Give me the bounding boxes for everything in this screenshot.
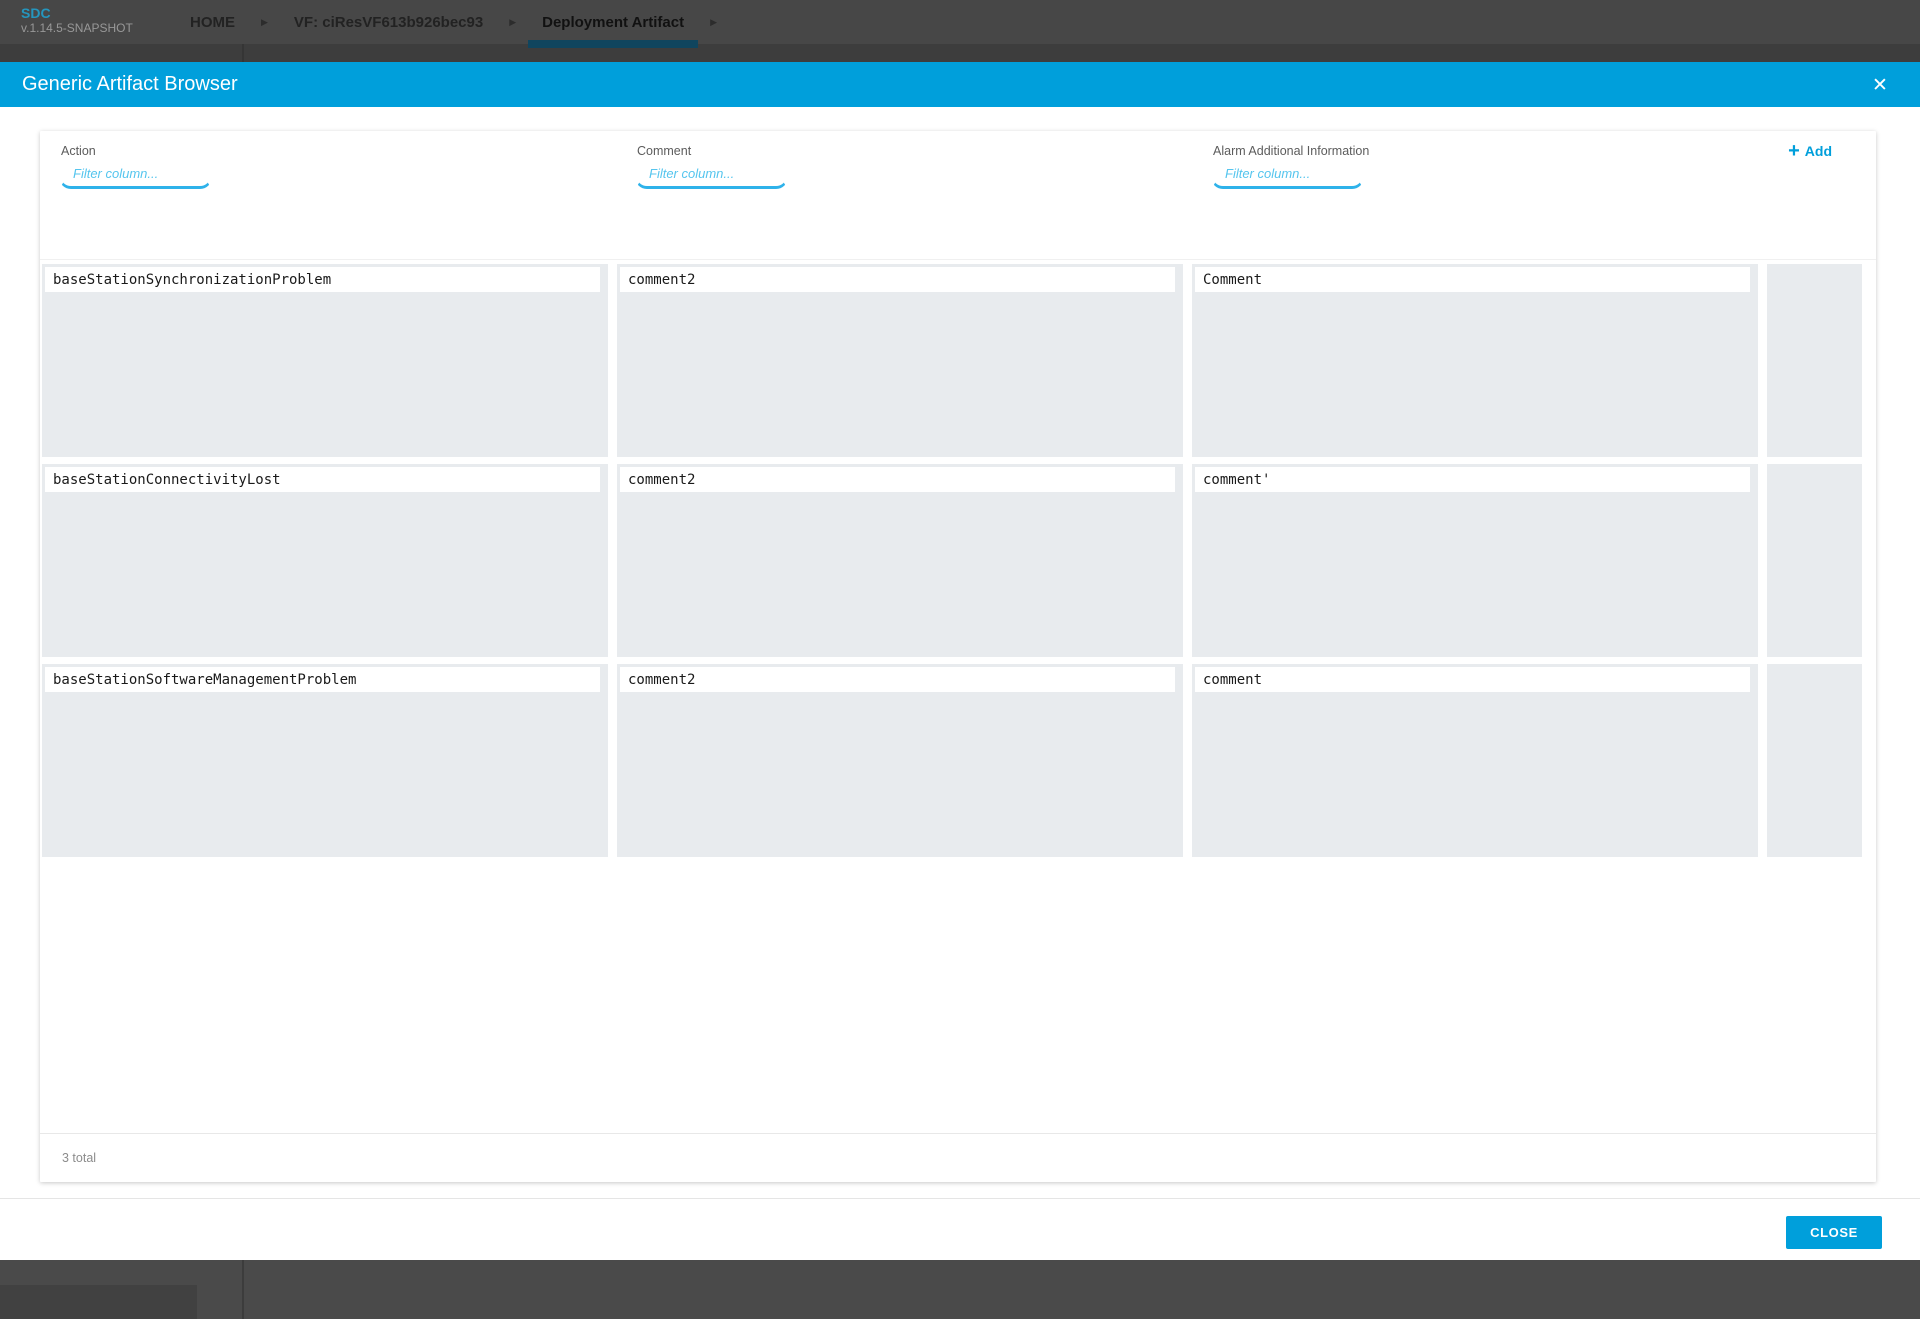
- breadcrumb-tab-vf[interactable]: VF: ciResVF613b926bec93: [293, 13, 484, 31]
- filter-group-alarm-additional-information: Alarm Additional Information: [1211, 144, 1369, 189]
- filter-input-comment[interactable]: [635, 162, 788, 189]
- cell-comment-textarea[interactable]: [617, 264, 1183, 457]
- generic-artifact-browser-modal: Action Comment Alarm Additional Informat…: [0, 107, 1920, 1260]
- modal-title: Generic Artifact Browser: [22, 73, 238, 95]
- cell-alarm-additional-information-input[interactable]: [1195, 267, 1750, 292]
- row-trailing-cell: [1767, 464, 1862, 657]
- breadcrumb-arrow-icon: ▶: [710, 16, 718, 27]
- breadcrumb-tab-home[interactable]: HOME: [190, 13, 235, 31]
- cell-comment-input[interactable]: [620, 667, 1175, 692]
- sdc-version-label: v.1.14.5-SNAPSHOT: [21, 21, 133, 35]
- breadcrumb-arrow-icon: ▶: [509, 16, 517, 27]
- cell-alarm-additional-information-textarea[interactable]: [1192, 664, 1758, 857]
- plus-icon: +: [1788, 140, 1800, 162]
- cell-action-textarea[interactable]: [42, 464, 608, 657]
- table-row: [42, 264, 1862, 457]
- cell-comment-input[interactable]: [620, 467, 1175, 492]
- cell-action-textarea[interactable]: [42, 264, 608, 457]
- close-button[interactable]: CLOSE: [1786, 1216, 1882, 1249]
- add-button-label: Add: [1804, 143, 1832, 159]
- column-label-comment: Comment: [637, 144, 692, 158]
- filter-group-comment: Comment: [635, 144, 788, 189]
- cell-action-input[interactable]: [45, 667, 600, 692]
- cell-alarm-additional-information-input[interactable]: [1195, 467, 1750, 492]
- add-row-button[interactable]: + Add: [1788, 141, 1832, 161]
- filter-group-action: Action: [59, 144, 212, 189]
- cell-comment-input[interactable]: [620, 267, 1175, 292]
- cell-alarm-additional-information-textarea[interactable]: [1192, 264, 1758, 457]
- table-footer: 3 total: [40, 1133, 1876, 1182]
- filter-input-alarm-additional-information[interactable]: [1211, 162, 1364, 189]
- breadcrumb-tab-deployment-artifact[interactable]: Deployment Artifact: [528, 0, 699, 48]
- cell-action-input[interactable]: [45, 467, 600, 492]
- artifact-rows: [40, 259, 1876, 857]
- cell-action-textarea[interactable]: [42, 664, 608, 857]
- sdc-logo: SDC v.1.14.5-SNAPSHOT: [0, 0, 176, 44]
- cell-action-input[interactable]: [45, 267, 600, 292]
- table-toolbar: Action Comment Alarm Additional Informat…: [40, 131, 1876, 259]
- artifact-table-card: Action Comment Alarm Additional Informat…: [40, 131, 1876, 1182]
- sidebar-corner: [0, 1285, 197, 1319]
- row-trailing-cell: [1767, 264, 1862, 457]
- backdrop-divider: [242, 44, 244, 62]
- close-icon[interactable]: ✕: [1860, 62, 1900, 107]
- column-label-alarm-additional-information: Alarm Additional Information: [1213, 144, 1370, 158]
- total-count-label: 3 total: [62, 1151, 97, 1165]
- column-label-action: Action: [61, 144, 96, 158]
- row-trailing-cell: [1767, 664, 1862, 857]
- cell-comment-textarea[interactable]: [617, 664, 1183, 857]
- app-header: SDC v.1.14.5-SNAPSHOT HOME ▶ VF: ciResVF…: [0, 0, 1920, 48]
- cell-alarm-additional-information-textarea[interactable]: [1192, 464, 1758, 657]
- table-row: [42, 664, 1862, 857]
- backdrop-divider: [242, 1260, 244, 1319]
- page-backdrop-top: [0, 44, 1920, 62]
- cell-alarm-additional-information-input[interactable]: [1195, 667, 1750, 692]
- sdc-logo-title: SDC: [21, 5, 51, 21]
- modal-footer: CLOSE: [0, 1198, 1920, 1260]
- modal-header: Generic Artifact Browser ✕: [0, 62, 1920, 107]
- filter-input-action[interactable]: [59, 162, 212, 189]
- breadcrumb-arrow-icon: ▶: [261, 16, 268, 27]
- breadcrumb: HOME ▶ VF: ciResVF613b926bec93 ▶ Deploym…: [176, 0, 729, 48]
- page-backdrop-bottom: [0, 1260, 1920, 1319]
- cell-comment-textarea[interactable]: [617, 464, 1183, 657]
- table-row: [42, 464, 1862, 657]
